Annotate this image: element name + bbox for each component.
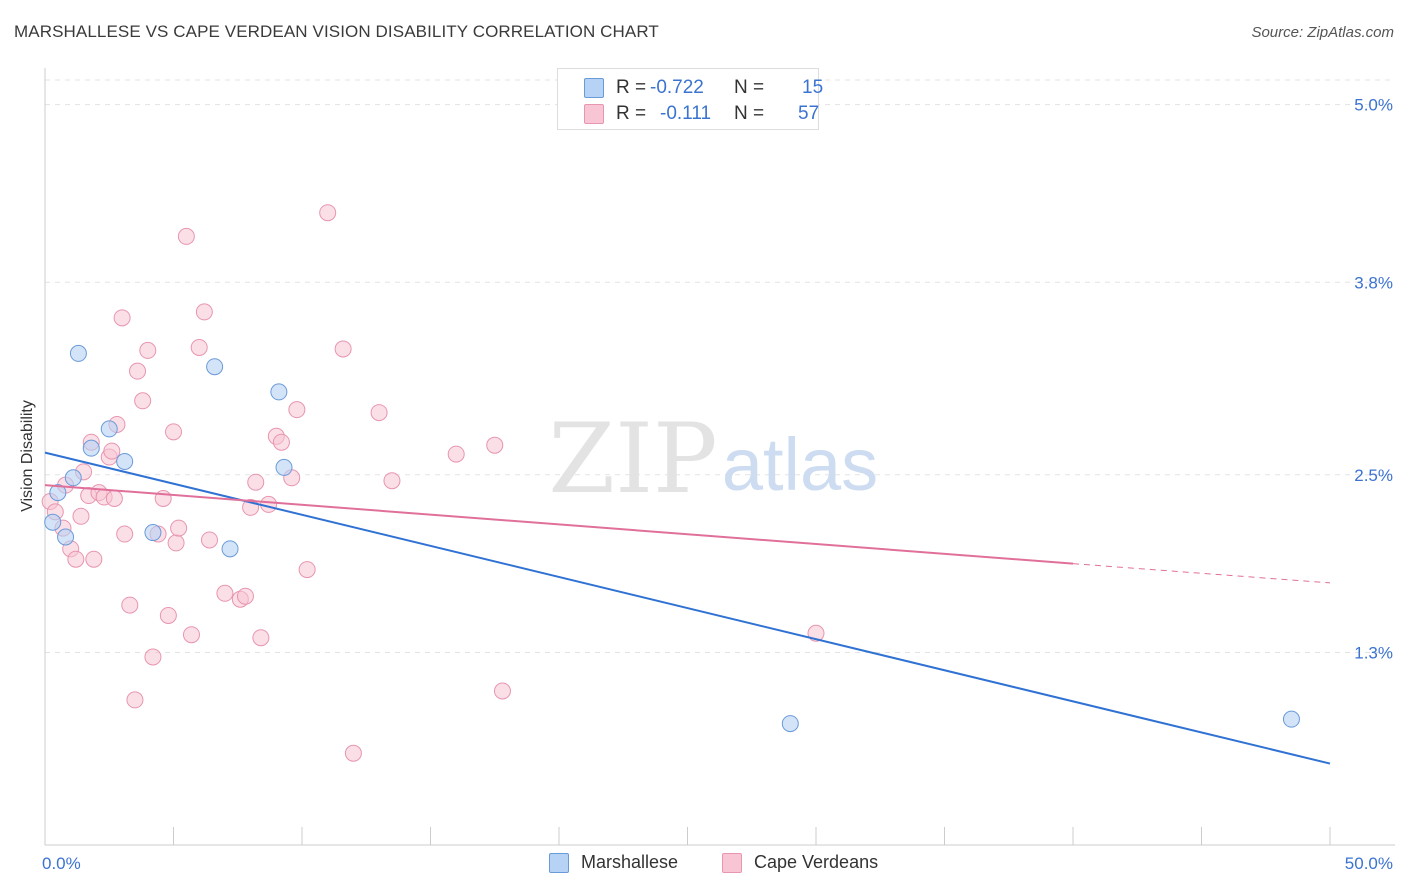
data-point-cape-verdean [159, 606, 177, 624]
data-point-cape-verdean [177, 227, 195, 245]
axes [44, 68, 1395, 846]
data-point-cape-verdean [134, 392, 152, 410]
data-point-cape-verdean [236, 587, 254, 605]
y-tick-label: 2.5% [1354, 466, 1393, 485]
data-point-marshallese [69, 344, 87, 362]
legend-r-label: R = [616, 103, 647, 124]
watermark-zip: ZIP [548, 403, 717, 515]
data-point-cape-verdean [113, 309, 131, 327]
data-point-cape-verdean [272, 433, 290, 451]
y-tick-label: 1.3% [1354, 644, 1393, 663]
bottom-legend-marshallese: Marshallese [549, 852, 678, 873]
data-point-marshallese [221, 540, 239, 558]
data-point-cape-verdean [126, 691, 144, 709]
marshallese-points [44, 344, 1300, 733]
bottom-legend-label-capeverdean: Cape Verdeans [754, 852, 879, 872]
data-point-cape-verdean [121, 596, 139, 614]
data-point-cape-verdean [105, 490, 123, 507]
legend-n-value: 15 [802, 77, 824, 98]
data-point-cape-verdean [334, 340, 352, 358]
data-point-marshallese [270, 383, 288, 401]
trend-line-cape-verdean [44, 484, 1074, 565]
data-point-cape-verdean [216, 584, 234, 602]
y-tick-label: 3.8% [1354, 273, 1393, 292]
trend-line-cape-verdean-extension [1072, 563, 1331, 584]
data-point-cape-verdean [447, 445, 465, 463]
data-point-cape-verdean [288, 401, 306, 419]
data-point-cape-verdean [129, 362, 147, 380]
gridlines [45, 79, 1395, 653]
data-point-marshallese [144, 524, 162, 542]
legend-swatch-marshallese [584, 78, 604, 98]
legend-swatch-capeverdean [584, 104, 604, 124]
y-tick-label: 5.0% [1354, 96, 1393, 115]
trend-lines [44, 451, 1331, 765]
data-point-cape-verdean [298, 561, 316, 579]
x-tick-label: 0.0% [42, 854, 81, 873]
legend-n-label: N = [734, 103, 765, 124]
data-point-marshallese [57, 528, 75, 546]
legend-n-value: 57 [798, 103, 820, 124]
legend-r-label: R = [616, 77, 647, 98]
data-point-cape-verdean [370, 404, 388, 422]
data-point-cape-verdean [139, 341, 157, 359]
data-point-cape-verdean [167, 534, 185, 552]
tick-labels: 1.3% 2.5% 3.8% 5.0% 0.0% 50.0% [42, 96, 1393, 873]
data-point-marshallese [116, 452, 134, 470]
data-point-cape-verdean [200, 531, 218, 549]
data-point-marshallese [100, 420, 118, 438]
data-point-cape-verdean [252, 629, 270, 647]
bottom-legend-capeverdean: Cape Verdeans [722, 852, 878, 873]
data-point-cape-verdean [144, 648, 162, 666]
data-point-cape-verdean [85, 550, 103, 568]
data-point-marshallese [44, 513, 62, 531]
x-tick-label: 50.0% [1345, 854, 1393, 873]
legend-r-value: -0.111 [660, 103, 712, 124]
data-point-marshallese [49, 484, 67, 502]
data-point-cape-verdean [344, 744, 362, 762]
bottom-legend-swatch-marshallese [549, 852, 569, 873]
data-point-marshallese [275, 458, 293, 476]
watermark-atlas: atlas [722, 423, 878, 506]
bottom-legend-label-marshallese: Marshallese [581, 852, 679, 872]
legend: R = -0.722 N = 15 R = -0.111 N = 57 [557, 68, 823, 130]
data-point-cape-verdean [165, 423, 182, 441]
data-point-cape-verdean [383, 472, 401, 490]
data-point-marshallese [1282, 710, 1300, 728]
data-point-cape-verdean [103, 442, 121, 460]
legend-n-label: N = [734, 77, 765, 98]
source-label: Source: ZipAtlas.com [1251, 24, 1394, 41]
data-point-cape-verdean [182, 626, 200, 644]
data-point-cape-verdean [486, 436, 504, 454]
data-point-cape-verdean [190, 338, 208, 356]
data-point-cape-verdean [247, 473, 265, 491]
bottom-legend-swatch-capeverdean [722, 852, 742, 873]
data-point-cape-verdean [170, 519, 188, 537]
legend-r-value: -0.722 [650, 77, 704, 98]
data-point-cape-verdean [116, 525, 134, 543]
data-point-cape-verdean [67, 550, 85, 568]
data-point-cape-verdean [195, 303, 213, 321]
data-point-marshallese [781, 715, 799, 733]
data-point-cape-verdean [319, 204, 337, 222]
data-point-cape-verdean [493, 682, 511, 700]
data-point-marshallese [206, 358, 224, 376]
data-point-marshallese [82, 439, 100, 457]
chart-title: MARSHALLESE VS CAPE VERDEAN VISION DISAB… [14, 22, 659, 41]
trend-line-marshallese [44, 451, 1331, 765]
data-point-cape-verdean [72, 507, 90, 525]
data-point-marshallese [64, 469, 82, 487]
